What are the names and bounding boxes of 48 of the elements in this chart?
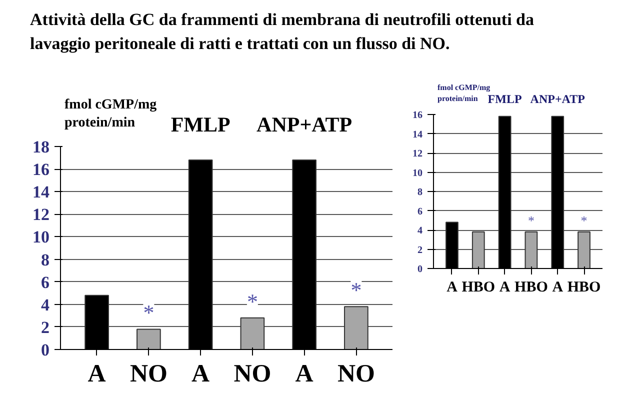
y-tick-label: 16: [32, 160, 50, 179]
x-tick-label: NO: [337, 360, 375, 388]
y-tick-label: 8: [418, 186, 422, 198]
text: FMLP: [170, 112, 230, 136]
y-tick-label: 14: [32, 182, 50, 202]
x-tick-label: A: [192, 360, 210, 388]
data-label: *: [580, 212, 588, 228]
y-tick-label: 4: [418, 225, 422, 236]
x-tick-label: A: [499, 279, 510, 296]
data-label: *: [143, 300, 154, 325]
x-tick-label: HBO: [462, 279, 496, 296]
text: ANP+ATP: [256, 112, 352, 136]
x-tick-label: HBO: [514, 279, 548, 296]
data-label: *: [528, 212, 534, 228]
x-tick-label: A: [552, 279, 564, 296]
y-tick-label: 18: [32, 137, 50, 156]
y-tick-label: 16: [412, 110, 422, 121]
y-tick-label: 12: [32, 204, 50, 224]
x-tick-label: A: [295, 360, 314, 388]
data-label: *: [246, 288, 258, 314]
y-tick-label: 6: [418, 206, 422, 217]
y-tick-label: 0: [41, 340, 50, 360]
x-tick-label: NO: [234, 360, 272, 388]
x-tick-label: HBO: [567, 279, 601, 296]
chart-title: Attività della GC da frammenti di membrana di neutrofili ottenuti da lavaggio peritoneale di ratti e trattati con un flusso di NO.: [30, 9, 535, 56]
text: FMLP: [488, 92, 522, 106]
y-tick-label: 14: [412, 128, 422, 140]
bar: [524, 230, 538, 268]
x-tick-label: A: [446, 279, 458, 296]
y-tick-label: 10: [412, 167, 422, 178]
y-tick-label: 2: [418, 244, 422, 256]
text: ANP+ATP: [530, 92, 585, 106]
y-tick-label: 0: [418, 264, 422, 275]
y-tick-label: 10: [32, 227, 50, 246]
y-tick-label: 6: [41, 272, 50, 292]
y-tick-label: 8: [41, 250, 50, 269]
bar: [344, 306, 368, 350]
bar: [578, 230, 590, 268]
bar: [472, 230, 485, 268]
y-tick-label: 4: [41, 294, 50, 314]
x-tick-label: NO: [130, 360, 168, 388]
data-label: *: [350, 277, 362, 302]
x-tick-label: A: [88, 360, 106, 388]
y-tick-label: 2: [41, 318, 50, 337]
bar: [136, 328, 161, 350]
y-axis-title: fmol cGMP/mg protein/min: [64, 97, 157, 130]
y-tick-label: 12: [412, 148, 422, 160]
bar: [240, 316, 265, 350]
